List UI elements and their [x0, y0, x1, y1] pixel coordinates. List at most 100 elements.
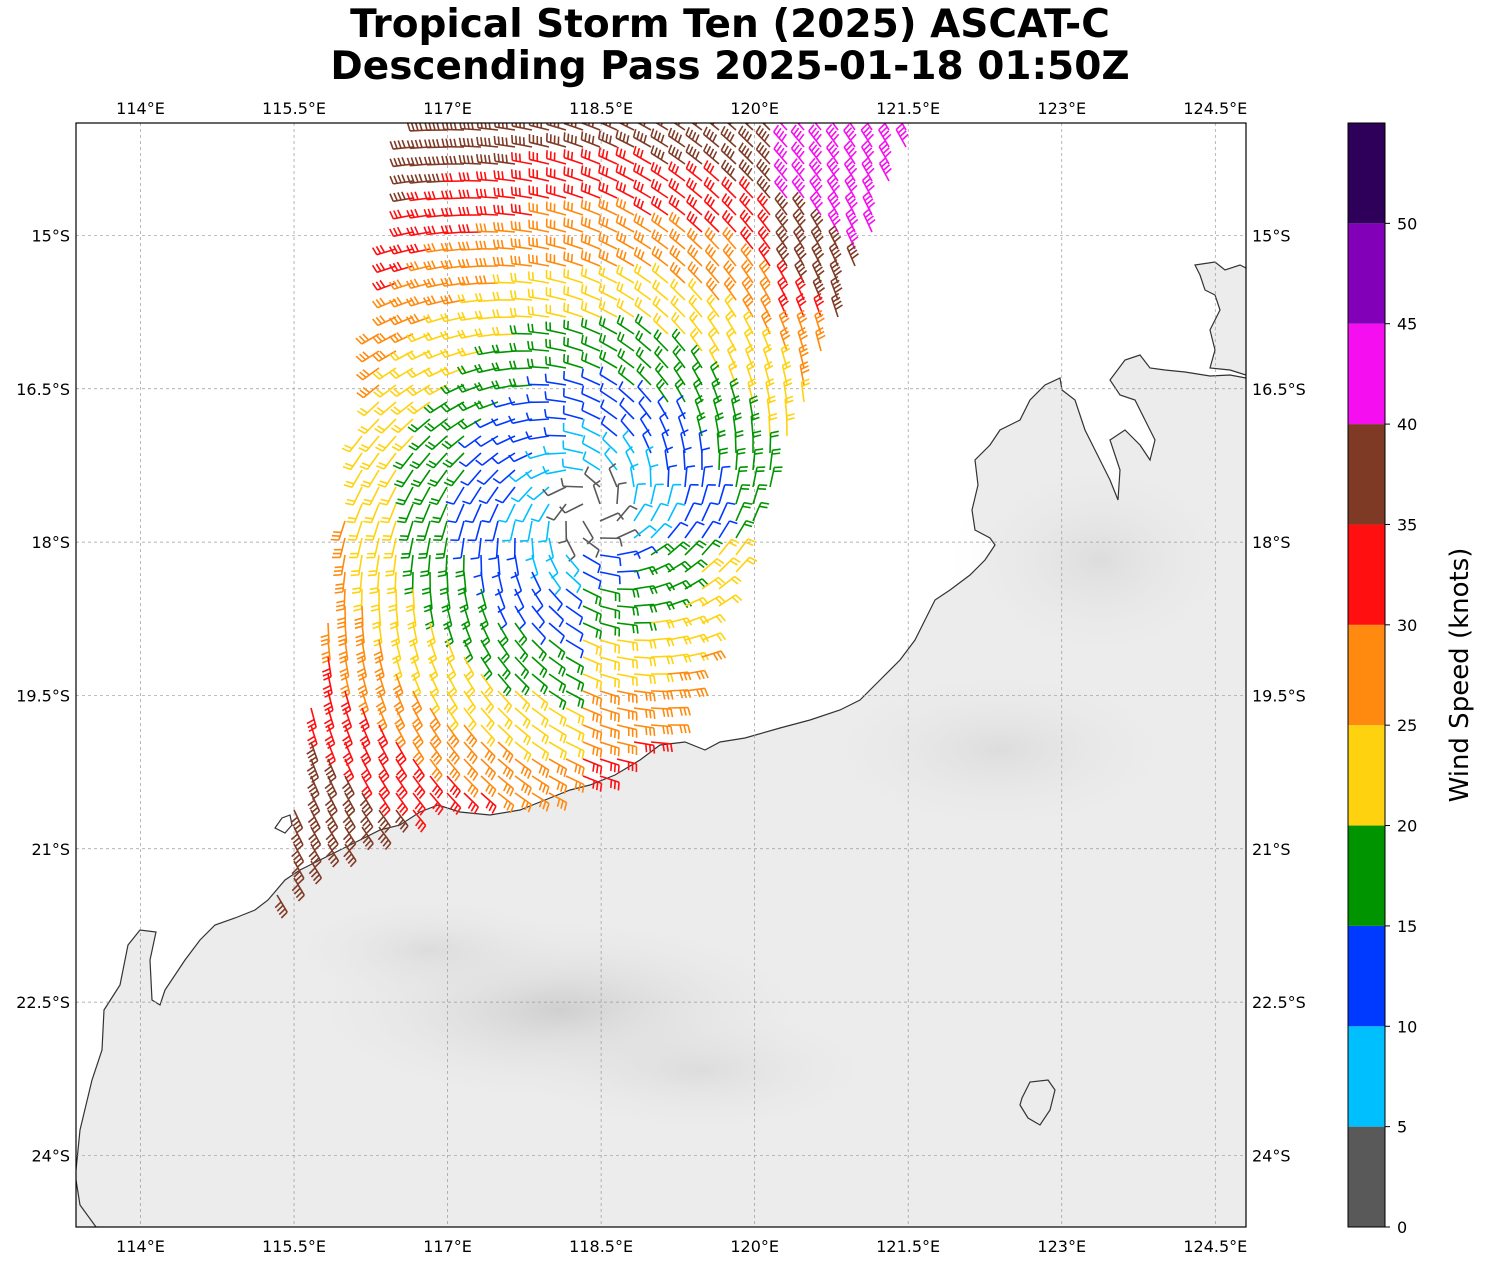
wind-barb — [584, 466, 601, 488]
wind-barb — [497, 690, 513, 714]
coastline-sw — [76, 1179, 97, 1227]
chart-title-line1: Tropical Storm Ten (2025) ASCAT-C — [350, 2, 1110, 47]
colorbar-bin — [1348, 424, 1385, 525]
wind-barb — [402, 554, 414, 577]
wind-barb — [548, 588, 563, 612]
wind-barb — [497, 707, 513, 730]
wind-barb — [480, 792, 497, 814]
wind-barb — [615, 146, 635, 165]
wind-barb — [386, 571, 397, 595]
wind-barb — [446, 792, 462, 816]
wind-barb — [633, 524, 657, 539]
wind-barb — [497, 792, 515, 814]
lat-tick-label-left: 15°S — [31, 226, 70, 245]
wind-barb — [794, 276, 806, 301]
wind-barb — [796, 123, 805, 131]
wind-barb — [514, 792, 533, 813]
wind-barb — [440, 242, 465, 252]
wind-barb — [377, 826, 392, 851]
wind-barb — [563, 371, 584, 386]
wind-barb — [531, 639, 547, 662]
wind-barb — [701, 558, 725, 573]
wind-barb — [456, 365, 482, 375]
wind-barb — [777, 293, 789, 318]
lat-tick-label-right: 22.5°S — [1252, 993, 1306, 1012]
wind-barb — [492, 274, 516, 284]
wind-barb — [423, 156, 448, 166]
wind-barb — [325, 843, 340, 868]
lat-tick-label-left: 19.5°S — [16, 686, 70, 705]
wind-barb — [580, 334, 601, 352]
wind-barb — [565, 673, 585, 692]
wind-barb — [519, 520, 533, 542]
lat-tick-label-left: 16.5°S — [16, 380, 70, 399]
wind-barb — [769, 430, 779, 454]
wind-barb — [650, 673, 674, 683]
wind-barb — [324, 792, 338, 817]
wind-barb — [755, 141, 771, 165]
colorbar-tick-label: 45 — [1397, 315, 1417, 334]
lat-tick-label-left: 24°S — [31, 1146, 70, 1165]
wind-barb — [385, 554, 397, 577]
wind-barb — [531, 588, 544, 613]
wind-barb — [475, 452, 499, 466]
wind-barb — [291, 843, 305, 868]
wind-barb — [548, 775, 568, 794]
wind-barb — [635, 346, 652, 369]
wind-barb — [414, 503, 431, 524]
wind-barb — [705, 277, 720, 301]
wind-barb — [598, 164, 618, 182]
wind-barb — [480, 656, 493, 681]
wind-barb — [531, 724, 550, 745]
wind-barb — [526, 358, 550, 369]
wind-barb — [651, 279, 669, 301]
wind-barb — [619, 397, 635, 420]
wind-barb — [773, 158, 788, 182]
wind-barb — [446, 707, 459, 732]
wind-barb — [390, 418, 414, 434]
wind-barb — [545, 304, 567, 318]
wind-barb — [433, 520, 448, 542]
wind-barb — [497, 639, 510, 664]
wind-barb — [383, 537, 397, 559]
wind-barb — [633, 179, 652, 199]
wind-barb — [498, 503, 516, 523]
wind-barb — [458, 224, 482, 234]
wind-barb — [475, 188, 499, 199]
wind-barb — [698, 429, 708, 454]
wind-barb — [650, 161, 669, 182]
wind-barb — [509, 307, 533, 318]
wind-barb — [490, 418, 516, 427]
wind-barb — [390, 622, 401, 647]
wind-barb — [373, 639, 384, 664]
wind-barb — [645, 445, 654, 471]
wind-barb — [545, 184, 567, 199]
wind-barb — [580, 267, 601, 284]
wind-barb — [458, 154, 482, 165]
wind-barb — [422, 331, 448, 342]
wind-barb — [580, 300, 601, 318]
wind-barb — [711, 377, 721, 403]
wind-barb — [440, 190, 465, 200]
wind-barb — [371, 297, 397, 309]
wind-barb — [440, 259, 465, 270]
wind-barb — [425, 605, 435, 630]
wind-barb — [582, 690, 603, 707]
wind-barb — [527, 340, 550, 352]
wind-barb — [684, 521, 705, 539]
wind-barb — [355, 622, 365, 647]
wind-barb — [701, 539, 723, 556]
wind-barb — [530, 503, 550, 523]
wind-barb — [581, 385, 601, 403]
wind-barb — [655, 123, 669, 131]
wind-barb — [702, 126, 720, 148]
wind-barb — [443, 469, 465, 487]
wind-barb — [843, 140, 857, 165]
wind-barb — [511, 152, 533, 165]
wind-barb — [598, 232, 618, 250]
lon-tick-label-bottom: 114°E — [116, 1237, 165, 1256]
wind-barb — [474, 275, 499, 285]
wind-barb — [475, 223, 499, 233]
wind-barb — [470, 537, 482, 560]
wind-barb — [307, 809, 321, 834]
